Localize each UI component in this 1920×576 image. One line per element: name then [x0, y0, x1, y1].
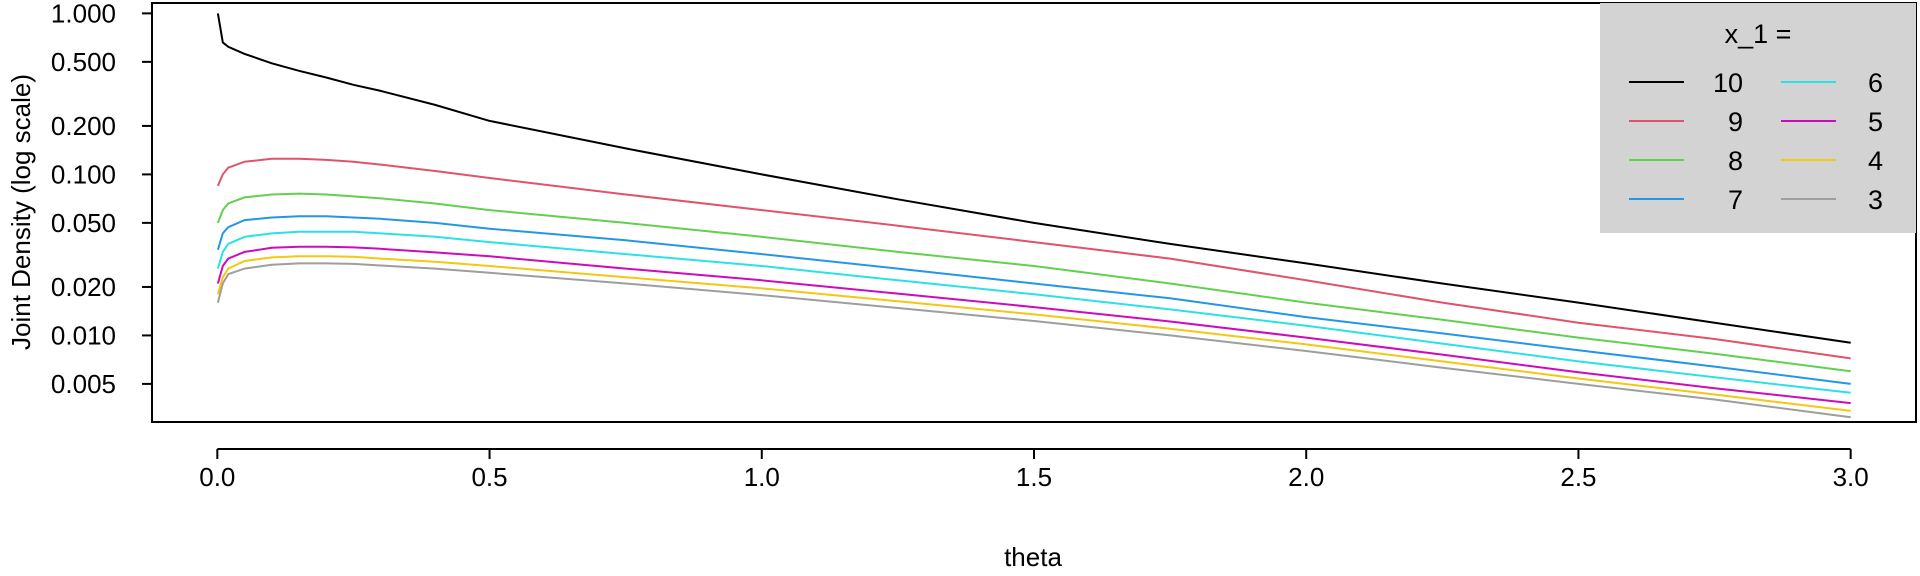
x-tick-label: 0.5 [471, 462, 507, 492]
legend-label-8: 8 [1728, 146, 1743, 176]
legend-label-7: 7 [1728, 185, 1743, 215]
series-line-9 [216, 157, 1851, 360]
x-tick-label: 2.0 [1288, 462, 1324, 492]
series-line-10 [216, 13, 1851, 344]
legend-label-3: 3 [1868, 185, 1883, 215]
x-tick-label: 1.0 [744, 462, 780, 492]
x-axis-label: theta [1004, 542, 1062, 572]
legend-label-5: 5 [1868, 107, 1883, 137]
series-line-6 [216, 230, 1851, 394]
x-tick-label: 1.5 [1016, 462, 1052, 492]
series-line-7 [216, 215, 1851, 385]
series-line-8 [216, 192, 1851, 373]
legend-title: x_1 = [1725, 19, 1792, 49]
x-axis: 0.0 0.5 1.0 1.5 2.0 2.5 3.0 [199, 448, 1869, 492]
y-axis: 1.000 0.500 0.200 0.100 0.050 0.020 0.010 0.005 [51, 0, 153, 399]
series-line-4 [216, 255, 1851, 412]
x-tick-label: 2.5 [1560, 462, 1596, 492]
legend-label-4: 4 [1868, 146, 1883, 176]
series-line-5 [216, 245, 1851, 405]
x-tick-label: 0.0 [199, 462, 235, 492]
legend-label-10: 10 [1713, 68, 1743, 98]
series-layer [216, 13, 1851, 419]
legend-label-6: 6 [1868, 68, 1883, 98]
series-line-3 [216, 262, 1851, 419]
y-tick-label: 0.050 [51, 208, 116, 238]
y-tick-label: 0.500 [51, 47, 116, 77]
y-tick-label: 0.020 [51, 272, 116, 302]
y-tick-label: 0.010 [51, 320, 116, 350]
y-tick-label: 0.005 [51, 369, 116, 399]
legend-items: 10 9 8 7 6 5 4 3 [1629, 68, 1883, 215]
y-axis-label: Joint Density (log scale) [6, 74, 36, 350]
y-tick-label: 1.000 [51, 0, 116, 28]
legend-label-9: 9 [1728, 107, 1743, 137]
legend: x_1 = 10 9 8 7 6 5 4 3 [1600, 3, 1916, 233]
y-tick-label: 0.100 [51, 159, 116, 189]
x-tick-label: 3.0 [1833, 462, 1869, 492]
y-tick-label: 0.200 [51, 111, 116, 141]
legend-box [1600, 3, 1916, 233]
